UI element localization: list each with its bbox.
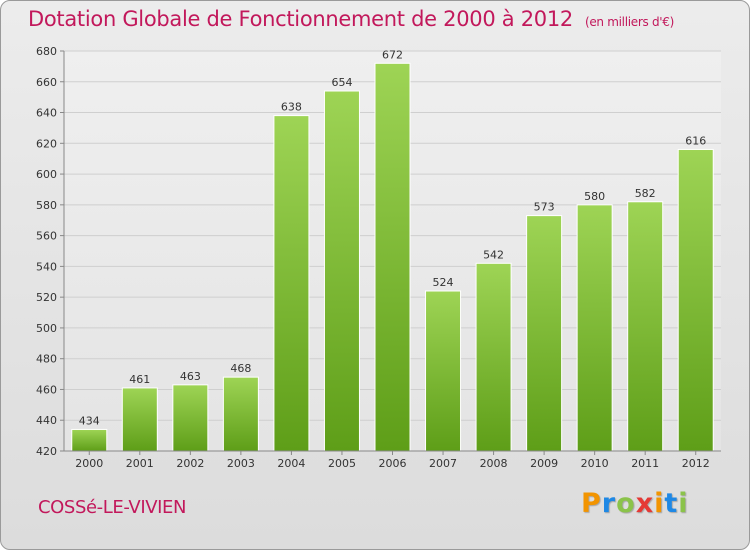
y-tick-label: 520 (36, 291, 57, 304)
unit-note: (en milliers d'€) (584, 15, 674, 29)
bar-2008 (475, 262, 512, 452)
bar-2012 (677, 148, 714, 452)
value-label: 524 (433, 276, 454, 289)
y-tick-label: 660 (36, 76, 57, 89)
value-label: 582 (635, 187, 656, 200)
logo-letter: i (654, 488, 665, 519)
value-label: 542 (483, 248, 504, 261)
value-label: 580 (584, 190, 605, 203)
chart-title-text: Dotation Globale de Fonctionnement de 20… (28, 7, 573, 31)
x-tick-label: 2008 (480, 457, 508, 470)
value-label: 463 (180, 370, 201, 383)
x-tick-label: 2000 (75, 457, 103, 470)
bar-2006 (374, 62, 411, 452)
x-tick-label: 2009 (530, 457, 558, 470)
value-label: 573 (534, 201, 555, 214)
value-label: 616 (685, 134, 706, 147)
x-tick-label: 2006 (379, 457, 407, 470)
y-tick-label: 620 (36, 137, 57, 150)
x-tick-label: 2012 (682, 457, 710, 470)
y-tick-label: 580 (36, 199, 57, 212)
x-tick-label: 2004 (277, 457, 305, 470)
y-tick-label: 500 (36, 322, 57, 335)
value-label: 434 (79, 414, 100, 427)
logo-letter: P (581, 488, 602, 519)
bar-2005 (323, 90, 360, 452)
value-label: 672 (382, 48, 403, 61)
value-label: 461 (129, 373, 150, 386)
value-label: 638 (281, 101, 302, 114)
x-tick-label: 2005 (328, 457, 356, 470)
chart-title: Dotation Globale de Fonctionnement de 20… (28, 7, 674, 31)
bar-2002 (172, 384, 209, 452)
x-tick-label: 2003 (227, 457, 255, 470)
y-tick-label: 460 (36, 383, 57, 396)
bar-2010 (576, 204, 613, 452)
bar-2000 (71, 428, 108, 452)
logo-letter: x (635, 488, 655, 519)
bar-2009 (526, 215, 563, 452)
logo-letter: i (678, 488, 689, 519)
x-tick-label: 2001 (126, 457, 154, 470)
bar-2001 (121, 387, 158, 452)
value-label: 654 (331, 76, 352, 89)
logo-letter: o (616, 488, 636, 519)
logo-letter: t (664, 488, 679, 519)
x-tick-label: 2007 (429, 457, 457, 470)
logo-letter: r (601, 488, 617, 519)
bar-2007 (425, 290, 462, 452)
y-tick-label: 640 (36, 107, 57, 120)
y-tick-label: 480 (36, 353, 57, 366)
x-tick-label: 2010 (581, 457, 609, 470)
commune-name: COSSé-LE-VIVIEN (38, 497, 187, 518)
bar-2003 (222, 376, 259, 452)
bar-2004 (273, 115, 310, 452)
y-tick-label: 600 (36, 168, 57, 181)
value-label: 468 (230, 362, 251, 375)
x-tick-label: 2002 (176, 457, 204, 470)
y-tick-label: 440 (36, 414, 57, 427)
y-tick-label: 680 (36, 45, 57, 58)
x-tick-label: 2011 (631, 457, 659, 470)
proxiti-logo: Proxiti (581, 488, 689, 519)
y-tick-label: 420 (36, 445, 57, 458)
y-tick-label: 560 (36, 230, 57, 243)
y-tick-label: 540 (36, 260, 57, 273)
bar-2011 (627, 201, 664, 452)
